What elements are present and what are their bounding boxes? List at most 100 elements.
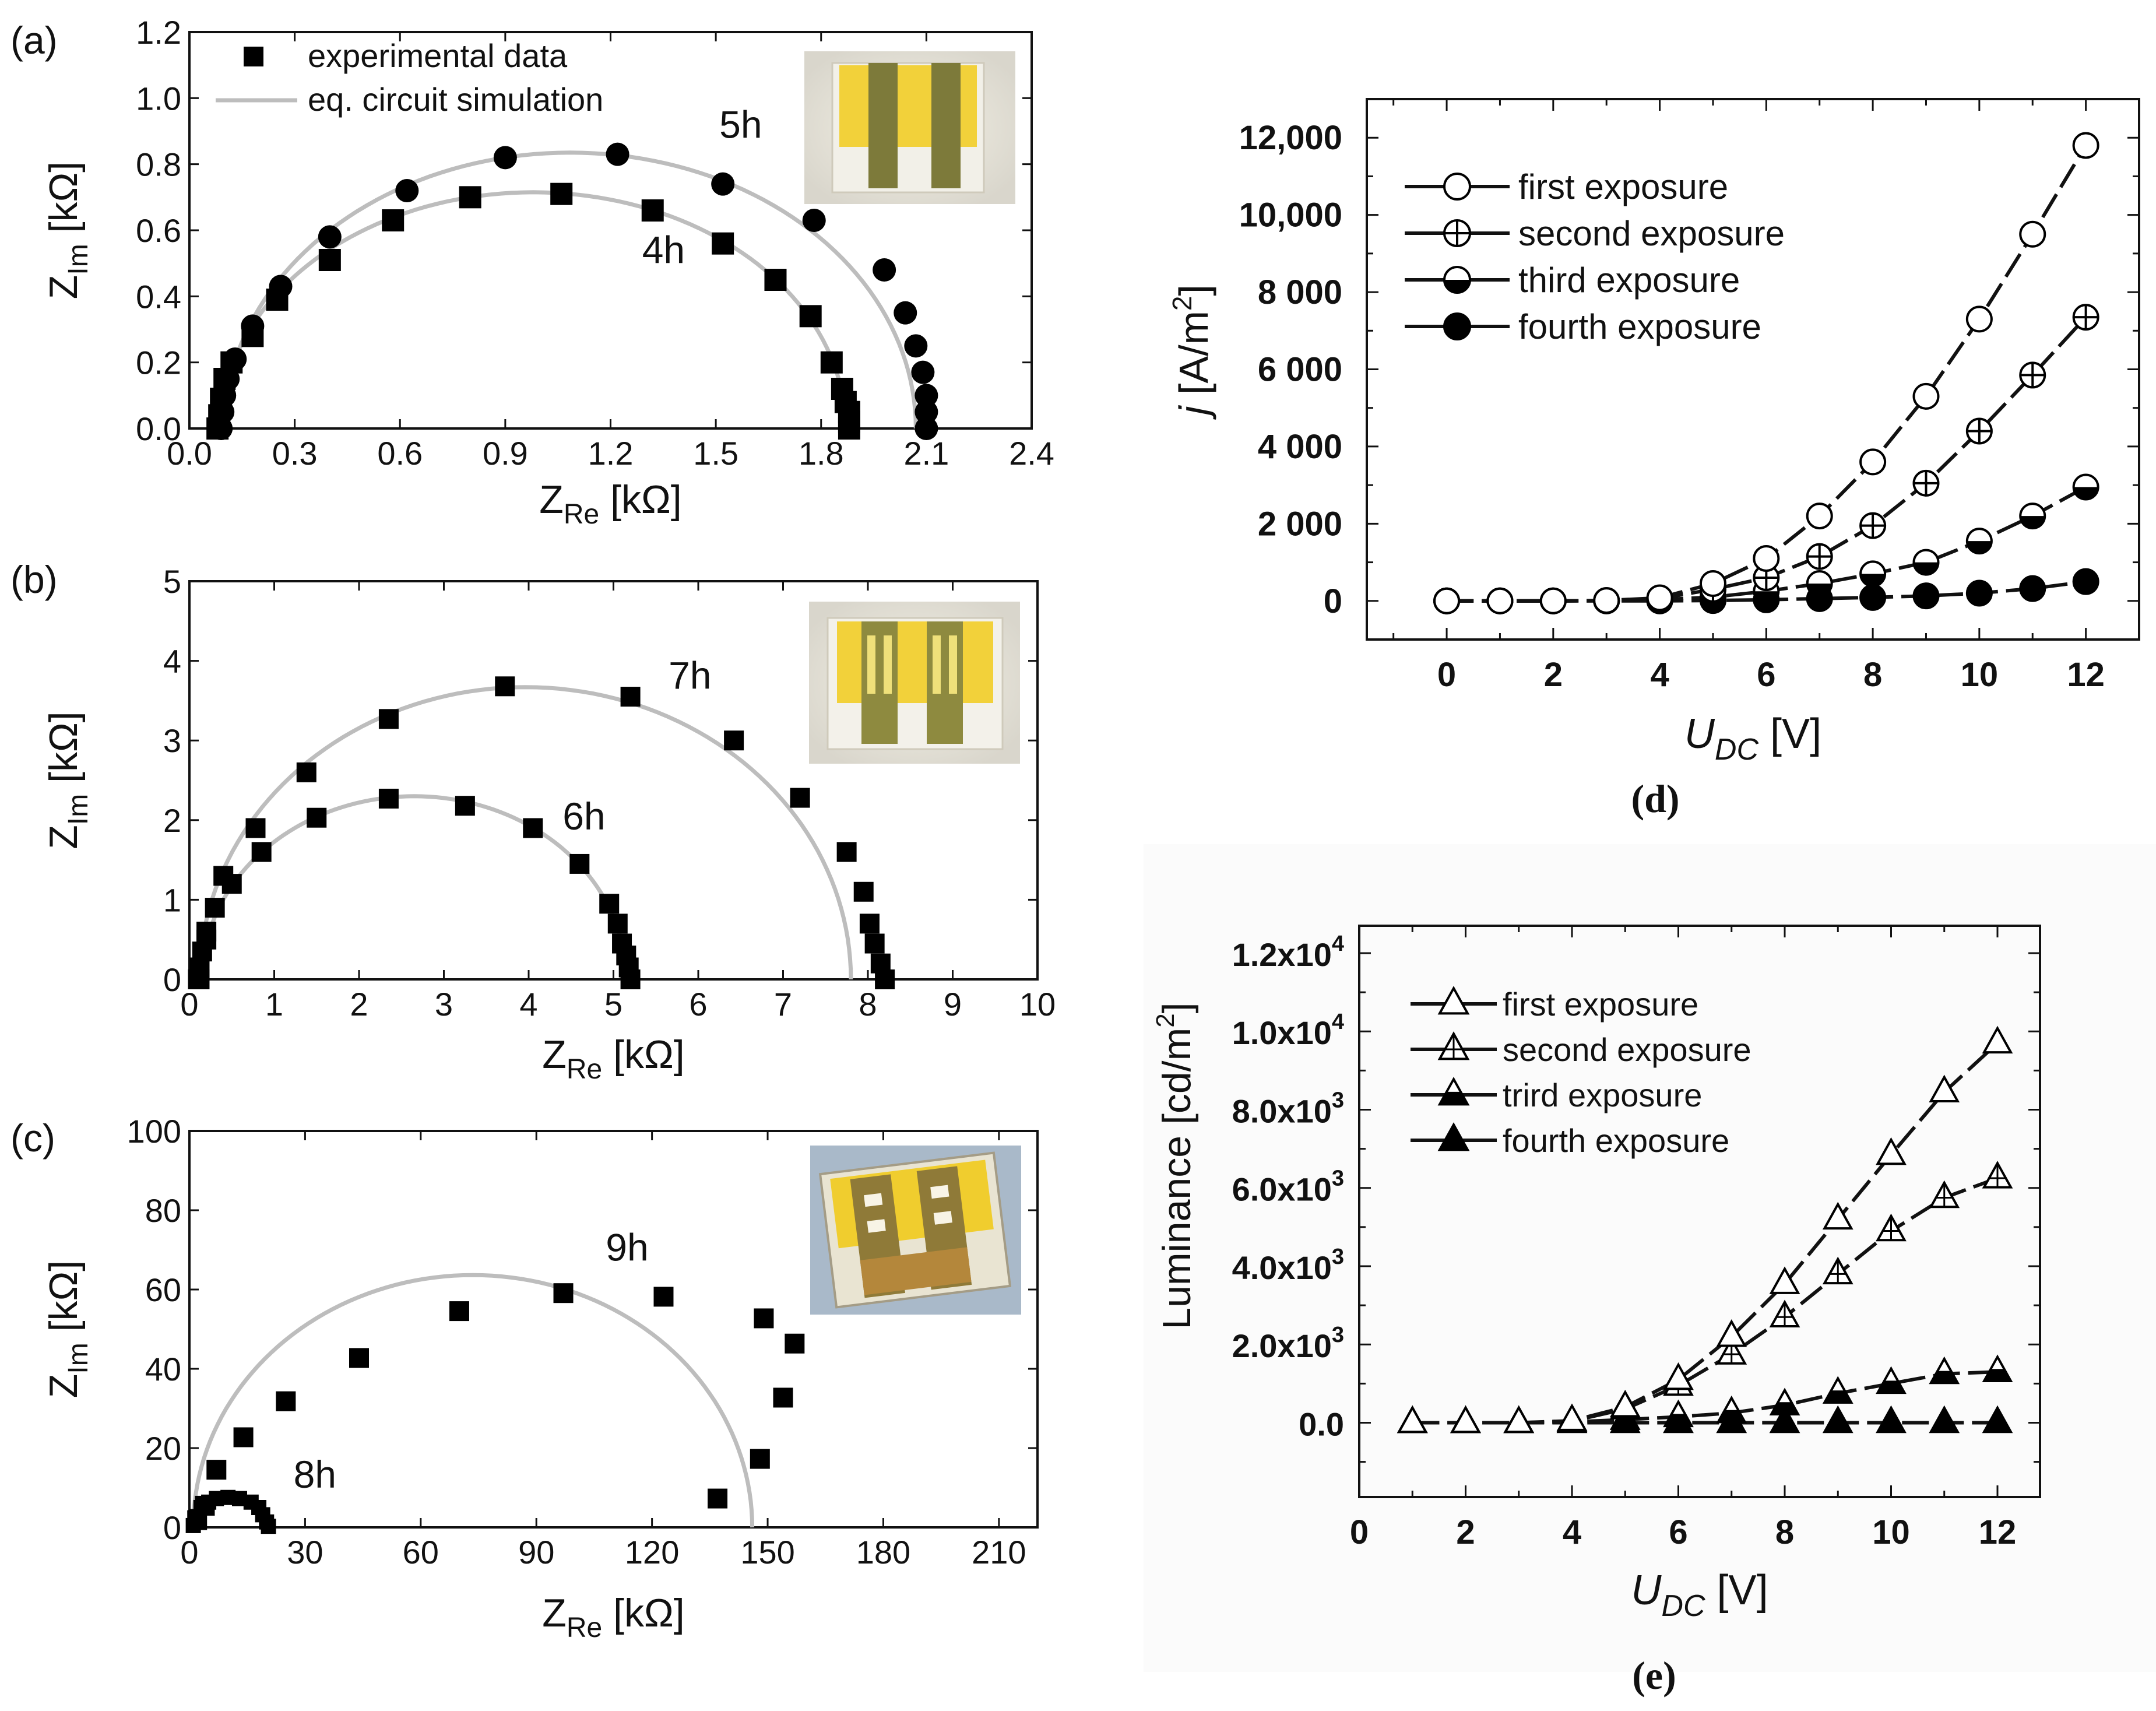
y-tick-label: 0.2 <box>136 345 181 381</box>
legend-item-trird-exposure: trird exposure <box>1411 1077 1702 1113</box>
data-point <box>318 225 342 249</box>
y-tick-label: 0.0 <box>1299 1406 1344 1442</box>
fit-curve-7h <box>198 685 853 980</box>
marker-half-fill <box>1877 1380 1905 1393</box>
marker-half-fill <box>1665 1414 1692 1427</box>
data-point <box>1769 1299 1800 1327</box>
data-point <box>2072 473 2099 501</box>
marker-half-fill <box>1718 1410 1745 1422</box>
data-point <box>1503 1405 1535 1434</box>
data-point <box>873 258 896 282</box>
legend-label: fourth exposure <box>1518 307 1761 346</box>
series-5h <box>209 142 938 440</box>
x-tick-label: 2 <box>350 986 368 1023</box>
data-point <box>1663 1399 1694 1428</box>
data-point <box>1806 503 1833 530</box>
marker-shape <box>1437 986 1470 1015</box>
marker-shape <box>1539 587 1567 614</box>
data-point <box>1769 1405 1800 1434</box>
marker-shape <box>1486 587 1514 614</box>
y-tick-label: 0 <box>163 1509 181 1546</box>
data-point <box>189 969 210 989</box>
data-point <box>1876 1366 1907 1394</box>
data-point <box>251 842 272 862</box>
fit-curve-9h <box>191 1273 755 1528</box>
data-point <box>911 360 935 384</box>
series-7h <box>189 676 895 989</box>
data-point <box>1437 986 1470 1015</box>
x-tick-label: 30 <box>287 1534 323 1571</box>
sample-photo-c <box>810 1146 1021 1315</box>
y-tick-label: 6.0x103 <box>1232 1167 1344 1208</box>
data-point <box>195 1495 215 1516</box>
data-point <box>1806 543 1833 570</box>
series-third-exposure <box>1433 473 2099 614</box>
data-point <box>495 676 515 697</box>
legend-item-first-exposure: first exposure <box>1411 986 1698 1023</box>
marker-shape <box>2072 568 2099 595</box>
data-point <box>620 969 641 989</box>
marker-half-fill <box>1612 1417 1639 1429</box>
sample-photo-a <box>804 51 1015 204</box>
x-tick-label: 3 <box>435 986 453 1023</box>
y-tick-label: 40 <box>145 1351 181 1387</box>
y-tick-label: 8 000 <box>1258 273 1342 311</box>
marker-shape <box>1929 1405 1960 1434</box>
data-point <box>1486 587 1514 614</box>
data-point <box>1822 1256 1853 1285</box>
data-point <box>349 1348 369 1368</box>
data-point <box>915 384 938 407</box>
legend-item-first-exposure: first exposure <box>1405 167 1728 206</box>
data-point <box>382 209 405 231</box>
data-point <box>606 142 629 166</box>
data-point <box>318 249 341 271</box>
x-tick-label: 1.8 <box>799 435 844 472</box>
x-axis-label: UDC [V] <box>1631 1567 1768 1623</box>
data-point <box>1609 1389 1641 1418</box>
marker-half-fill <box>1860 574 1886 586</box>
x-tick-label: 0.3 <box>272 435 318 472</box>
marker-shape <box>1450 1405 1481 1434</box>
marker-shape <box>1876 1405 1907 1434</box>
data-point <box>1982 1354 2013 1382</box>
data-point <box>216 367 240 391</box>
marker-shape <box>1716 1319 1747 1347</box>
x-tick-label: 2 <box>1544 656 1563 694</box>
data-point <box>875 969 895 989</box>
legend-label: first exposure <box>1518 167 1728 206</box>
plot-frame <box>1358 925 2041 1498</box>
legend: first exposure second exposure trird expos… <box>1411 986 1751 1159</box>
curve-label-4h: 4h <box>642 229 685 272</box>
data-point <box>653 1287 674 1307</box>
x-tick-label: 1.5 <box>693 435 738 472</box>
data-point <box>1929 1405 1960 1434</box>
y-tick-label: 1.2 <box>136 14 181 51</box>
data-point <box>1539 587 1567 614</box>
data-point <box>307 807 327 828</box>
x-tick-label: 2.4 <box>1009 435 1054 472</box>
data-point <box>1437 1077 1470 1106</box>
x-tick-label: 12 <box>1979 1513 2017 1551</box>
data-point <box>1822 1201 1853 1230</box>
y-tick-label: 4.0x103 <box>1232 1245 1344 1286</box>
series-line <box>1412 1042 1999 1425</box>
x-tick-label: 10 <box>1019 986 1056 1023</box>
data-point <box>1965 417 1993 445</box>
data-point <box>836 842 857 862</box>
marker-shape <box>1593 587 1620 614</box>
data-point <box>620 687 641 707</box>
x-tick-label: 4 <box>1563 1513 1581 1551</box>
data-point <box>773 1387 793 1408</box>
legend-experimental-data: experimental data <box>308 37 568 74</box>
x-tick-label: 0 <box>1437 656 1456 694</box>
y-tick-label: 8.0x103 <box>1232 1088 1344 1129</box>
data-point <box>523 818 543 838</box>
data-point <box>1912 382 1940 410</box>
series-4h <box>206 182 860 440</box>
x-axis-label: UDC [V] <box>1684 711 1821 767</box>
legend-item-second-exposure: second exposure <box>1405 214 1785 253</box>
legend-label: first exposure <box>1503 986 1698 1023</box>
x-axis-label: ZRe [kΩ] <box>539 477 681 530</box>
data-point <box>2072 304 2099 331</box>
